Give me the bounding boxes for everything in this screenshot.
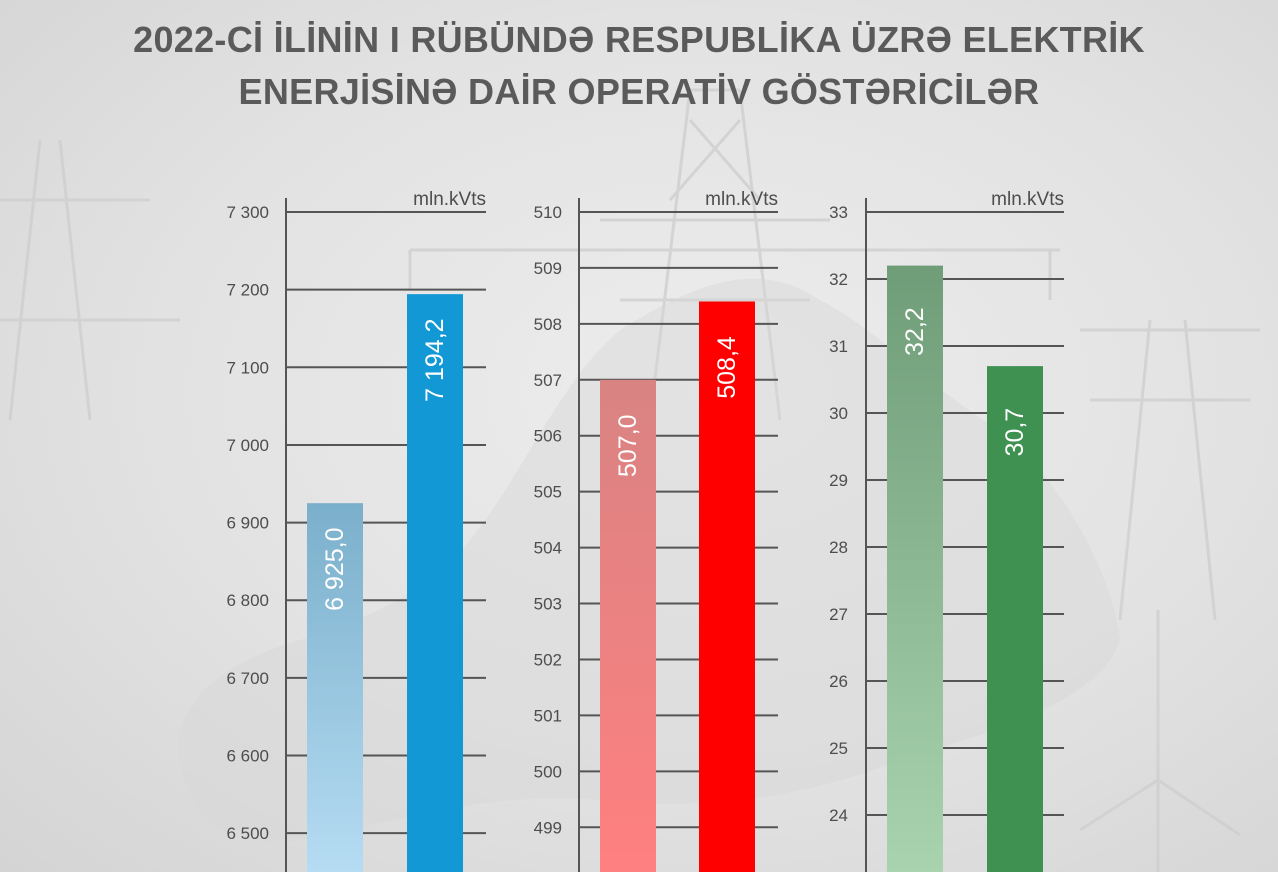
y-tick-label: 6 500 [226,824,269,843]
y-tick-label: 7 200 [226,281,269,300]
y-tick-label: 7 300 [226,203,269,222]
y-tick-label: 506 [534,427,562,446]
y-tick-label: 26 [829,672,848,691]
bar-1 [887,265,943,872]
y-tick-label: 6 900 [226,514,269,533]
unit-label: mln.kVts [991,189,1064,210]
title-line-1: 2022-Cİ İLİNİN I RÜBÜNDƏ RESPUBLİKA ÜZRƏ… [133,19,1145,60]
y-tick-label: 507 [534,371,562,390]
y-tick-label: 27 [829,605,848,624]
y-tick-label: 33 [829,203,848,222]
bar-2 [987,366,1043,872]
y-tick-label: 508 [534,315,562,334]
y-tick-label: 32 [829,270,848,289]
chart-panel-1: 6 500 6 600 6 700 6 800 6 900 7 000 7 100 7 200… [226,189,486,872]
bar-value-label: 30,7 [1001,408,1029,457]
y-tick-label: 6 600 [226,747,269,766]
y-tick-label: 31 [829,337,848,356]
chart-panel-2: 499 500 501 502 503 504 505 506 507 508 509 510 mln.… [534,189,778,872]
bar-value-label: 32,2 [901,307,929,356]
y-tick-label: 29 [829,471,848,490]
bar-value-label: 6 925,0 [321,527,349,610]
y-tick-label: 7 000 [226,436,269,455]
bar-1 [307,503,363,872]
y-tick-label: 501 [534,706,562,725]
pylon-graphic-right [1080,319,1260,621]
chart-panel-3: 24 25 26 27 28 29 30 31 32 33 mln.kVts 32,2 30,7 [829,189,1064,872]
page-title: 2022-Cİ İLİNİN I RÜBÜNDƏ RESPUBLİKA ÜZRƏ… [0,14,1278,118]
unit-label: mln.kVts [413,189,486,210]
bar-value-label: 7 194,2 [421,318,449,401]
y-tick-label: 505 [534,483,562,502]
y-tick-label: 502 [534,650,562,669]
y-tick-label: 500 [534,762,562,781]
title-line-2: ENERJİSİNƏ DAİR OPERATİV GÖSTƏRİCİLƏR [238,71,1040,112]
y-tick-label: 503 [534,595,562,614]
wind-turbine-graphic [1079,610,1241,872]
y-tick-label: 6 800 [226,591,269,610]
y-tick-label: 24 [829,806,848,825]
bar-value-label: 507,0 [614,415,642,478]
bar-value-label: 508,4 [713,336,741,399]
y-tick-label: 504 [534,539,562,558]
y-tick-label: 25 [829,739,848,758]
y-tick-label: 28 [829,538,848,557]
bar-2 [699,301,755,872]
y-tick-label: 7 100 [226,358,269,377]
bar-1 [600,379,656,872]
y-tick-label: 6 700 [226,669,269,688]
pylon-graphic [408,88,1060,421]
bar-2 [407,294,463,872]
unit-label: mln.kVts [705,189,778,210]
y-tick-label: 499 [534,818,562,837]
y-tick-label: 30 [829,404,848,423]
pylon-graphic-left [0,139,180,421]
y-tick-label: 509 [534,259,562,278]
y-tick-label: 510 [534,203,562,222]
